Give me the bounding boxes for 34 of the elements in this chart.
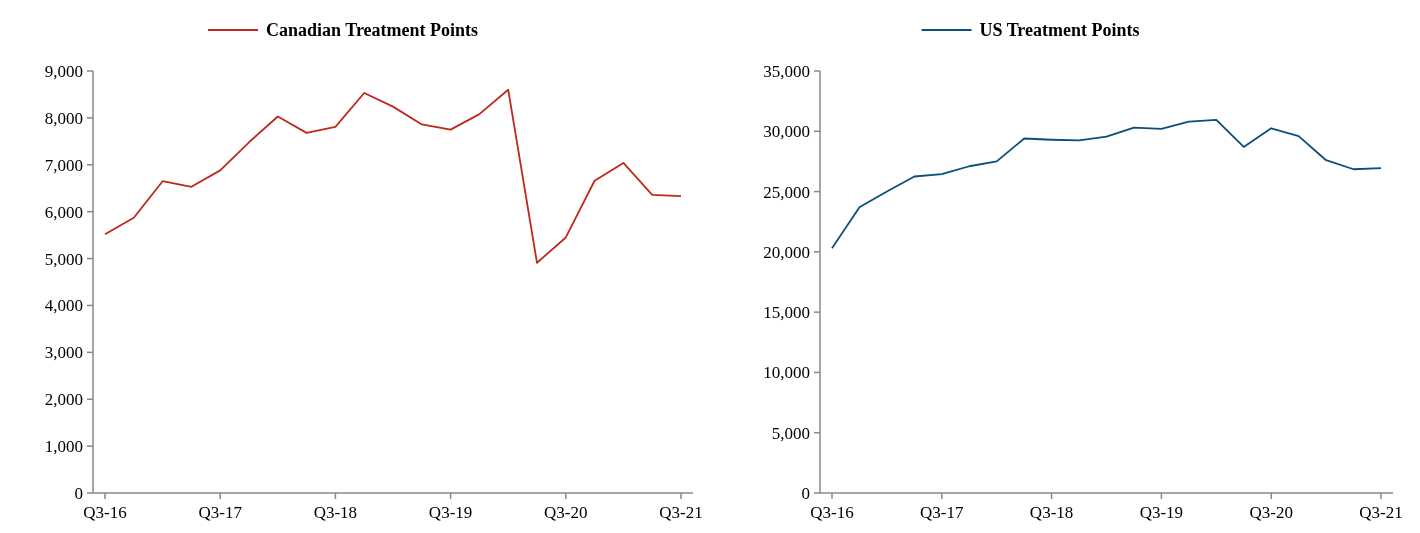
y-tick-label: 10,000	[763, 363, 810, 383]
legend-label: US Treatment Points	[979, 20, 1140, 41]
x-tick-label: Q3-16	[810, 503, 854, 522]
line-series	[831, 118, 1382, 250]
y-tick-label: 15,000	[763, 303, 810, 323]
y-tick-label: 0	[74, 483, 83, 503]
x-tick-label: Q3-19	[1139, 503, 1184, 522]
line-series	[104, 88, 682, 264]
y-tick-label: 0	[801, 483, 810, 503]
legend-label: Canadian Treatment Points	[266, 20, 479, 41]
x-tick-label: Q3-17	[198, 503, 243, 522]
y-tick-label: 30,000	[763, 122, 810, 142]
y-tick-label: 7,000	[44, 155, 83, 175]
y-tick-label: 8,000	[44, 108, 83, 128]
y-tick-label: 6,000	[44, 202, 83, 222]
y-tick-label: 20,000	[763, 242, 810, 262]
x-tick-label: Q3-19	[428, 503, 473, 522]
x-tick-label: Q3-21	[1359, 503, 1403, 522]
y-tick-label: 1,000	[44, 437, 83, 457]
y-tick-label: 25,000	[763, 182, 810, 202]
y-tick-label: 35,000	[763, 61, 810, 81]
y-tick-label: 2,000	[44, 390, 83, 410]
y-tick-label: 5,000	[771, 423, 810, 443]
x-tick-label: Q3-17	[920, 503, 965, 522]
x-tick-label: Q3-20	[1249, 503, 1293, 522]
x-tick-label: Q3-21	[659, 503, 703, 522]
y-tick-label: 9,000	[44, 61, 83, 81]
y-tick-label: 3,000	[44, 343, 83, 363]
y-tick-label: 5,000	[44, 249, 83, 269]
x-tick-label: Q3-16	[83, 503, 127, 522]
y-tick-label: 4,000	[44, 296, 83, 316]
x-tick-label: Q3-18	[1029, 503, 1074, 522]
x-tick-label: Q3-20	[544, 503, 588, 522]
x-tick-label: Q3-18	[313, 503, 358, 522]
